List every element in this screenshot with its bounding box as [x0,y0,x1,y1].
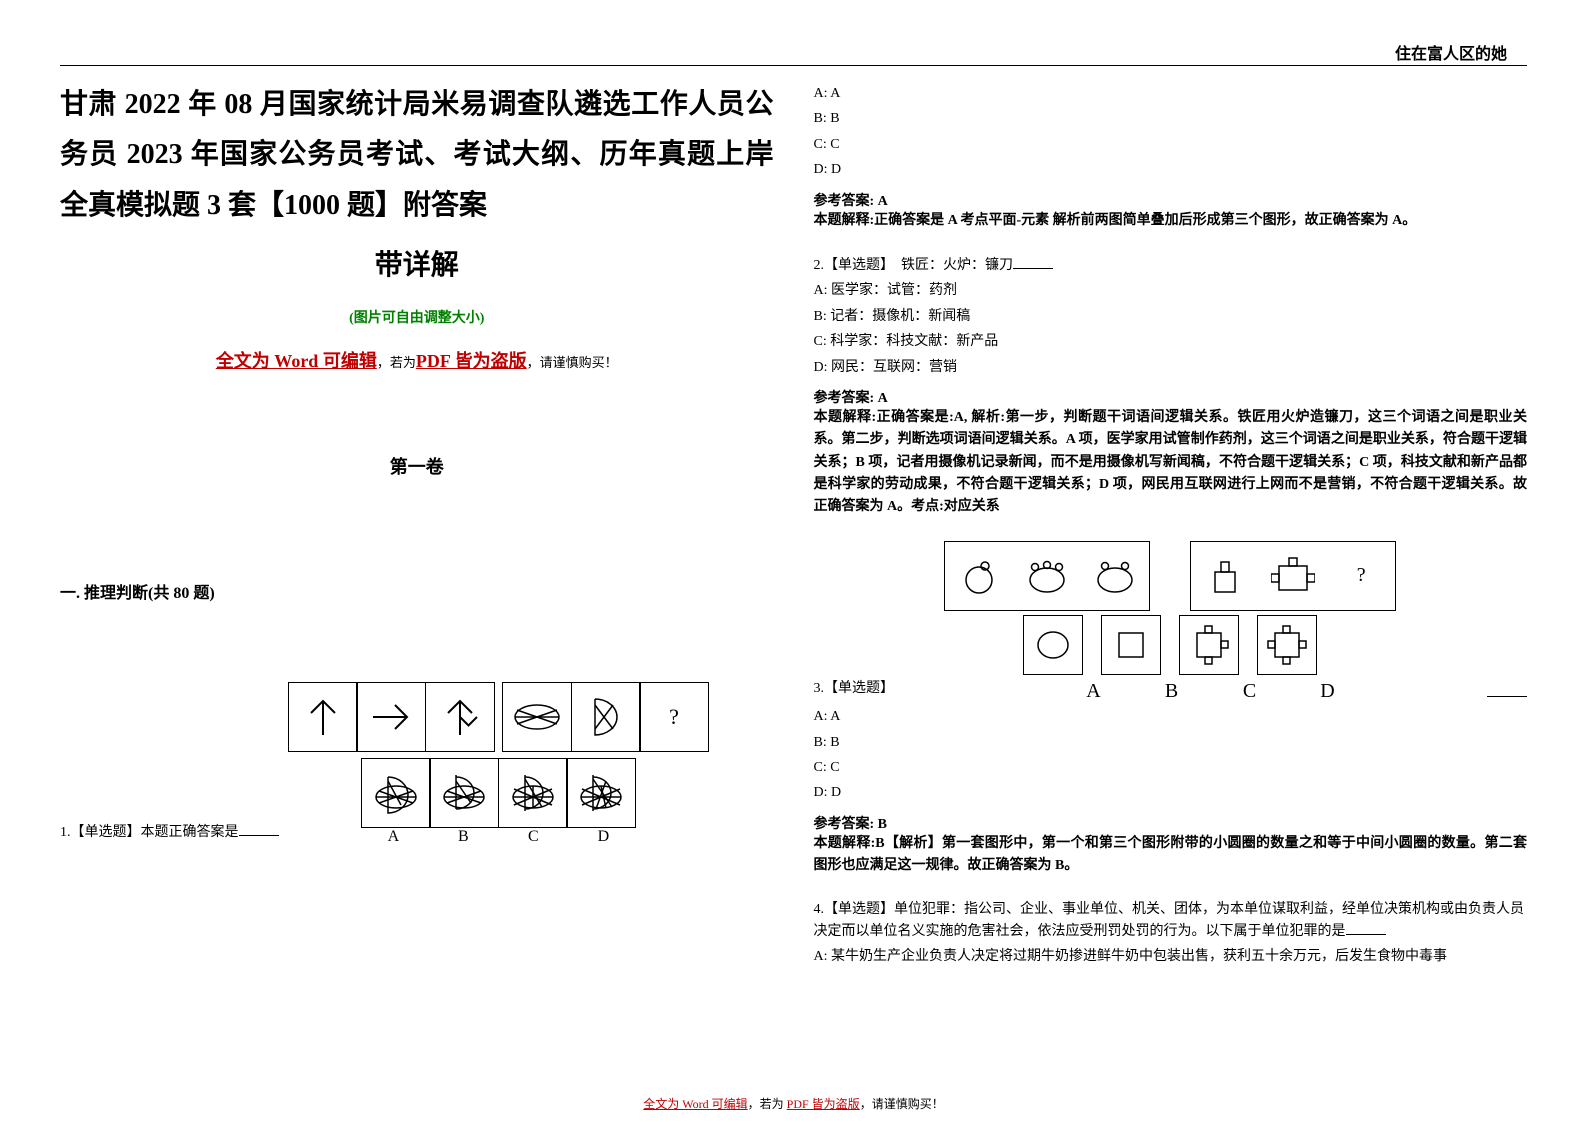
q3-optB: B: B [814,732,1528,754]
q3-optA: A: A [814,706,1528,728]
q1-r1c4 [502,682,572,752]
q1-optD: D: D [814,159,1528,181]
q2-optA: A: 医学家：试管：药剂 [814,280,1528,302]
right-column: A: A B: B C: C D: D 参考答案: A 本题解释:正确答案是 A… [814,80,1528,1040]
q1-optA: A: A [814,83,1528,105]
q1-r2c1 [361,758,431,828]
q2-optB: B: 记者：摄像机：新闻稿 [814,306,1528,328]
footer: 全文为 Word 可编辑，若为 PDF 皆为盗版，请谨慎购买！ [0,1095,1587,1112]
q4-stem-t: 4.【单选题】单位犯罪：指公司、企业、事业单位、机关、团体，为本单位谋取利益，经… [814,902,1525,939]
q3-optC: C: C [814,757,1528,779]
q1-lb: B [428,828,498,846]
warn-suffix: ，请谨慎购买！ [527,355,618,370]
q3-ld: D [1298,680,1358,703]
q2-optD: D: 网民：互联网：营销 [814,357,1528,379]
warning-line: 全文为 Word 可编辑，若为PDF 皆为盗版，请谨慎购买！ [60,347,774,373]
q3-answer: 参考答案: B [814,813,1528,833]
warn-mid: ，若为 [377,355,416,370]
q3-optD: D: D [814,782,1528,804]
q1-labels: A B C D [289,828,709,846]
q1-blank [239,822,279,836]
q3-stem-row: 3.【单选题】 A B C D [814,675,1528,703]
q1-stem-text: 1.【单选题】本题正确答案是 [60,825,239,840]
q1-r2c3 [498,758,568,828]
q2-optC: C: 科学家：科技文献：新产品 [814,331,1528,353]
two-column-layout: 甘肃 2022 年 08 月国家统计局米易调查队遴选工作人员公务员 2023 年… [60,80,1527,1040]
q3-g2: ? [1190,541,1396,611]
q3-g1c1 [951,548,1007,604]
q1-r2c2 [429,758,499,828]
q3-row1: ? [814,541,1528,611]
q2-stem-t: 2.【单选题】 铁匠：火炉：镰刀 [814,258,1014,273]
header-right: 住在富人区的她 [1395,40,1507,64]
subtitle-note: (图片可自由调整大小) [60,307,774,327]
doc-title-tail: 带详解 [60,241,774,291]
q2-answer: 参考答案: A [814,387,1528,407]
q3-blank [1487,683,1527,697]
q3-opt-row [814,615,1528,675]
q1-lc: C [498,828,568,846]
q1-r1c6: ? [639,682,709,752]
q1-r1c5 [571,682,641,752]
q1-answer: 参考答案: A [814,190,1528,210]
q2-explain: 本题解释:正确答案是:A, 解析:第一步，判断题干词语间逻辑关系。铁匠用火炉造镰… [814,407,1528,519]
q1-fig-row2 [289,759,709,828]
q3-optD-fig [1257,615,1317,675]
q3-g2c2 [1265,548,1321,604]
q1-stem: 1.【单选题】本题正确答案是 [60,821,279,846]
volume-heading: 第一卷 [60,453,774,479]
q4-blank [1346,921,1386,935]
q3-la: A [1064,680,1124,703]
warn-pdf: PDF 皆为盗版 [416,351,527,371]
q2-stem: 2.【单选题】 铁匠：火炉：镰刀 [814,255,1528,277]
q1-optB: B: B [814,108,1528,130]
q4-optA: A: 某牛奶生产企业负责人决定将过期牛奶掺进鲜牛奶中包装出售，获利五十余万元，后… [814,946,1528,968]
section-heading: 一. 推理判断(共 80 题) [60,579,774,603]
q3-optB-fig [1101,615,1161,675]
q1-fig-row1: ? [289,683,709,752]
warn-word: 全文为 Word 可编辑 [216,351,377,371]
q1-block: 1.【单选题】本题正确答案是 ? A [60,683,774,846]
q3-stem: 3.【单选题】 [814,678,895,700]
q3-lc: C [1220,680,1280,703]
q3-lb: B [1142,680,1202,703]
footer-word: 全文为 Word 可编辑 [643,1097,747,1111]
q3-explain: 本题解释:B【解析】第一套图形中，第一个和第三个图形附带的小圆圈的数量之和等于中… [814,833,1528,878]
q3-g1 [944,541,1150,611]
doc-title: 甘肃 2022 年 08 月国家统计局米易调查队遴选工作人员公务员 2023 年… [60,80,774,231]
left-column: 甘肃 2022 年 08 月国家统计局米易调查队遴选工作人员公务员 2023 年… [60,80,774,1040]
q1-figure: ? A B C D [289,683,709,846]
q3-g1c2 [1019,548,1075,604]
q1-r1c3 [425,682,495,752]
q4-stem: 4.【单选题】单位犯罪：指公司、企业、事业单位、机关、团体，为本单位谋取利益，经… [814,899,1528,944]
q3-figure: ? [814,541,1528,675]
q1-ld: D [568,828,638,846]
q3-g2c3: ? [1333,548,1389,604]
footer-mid: ，若为 [748,1097,787,1111]
q3-optC-fig [1179,615,1239,675]
footer-suffix: ，请谨慎购买！ [860,1097,944,1111]
q1-r1c2 [356,682,426,752]
q1-qmark: ? [669,704,679,730]
footer-pdf: PDF 皆为盗版 [787,1097,860,1111]
header-rule [60,65,1527,66]
q3-labels: A B C D [954,680,1467,703]
q1-r1c1 [288,682,358,752]
q3-qmark: ? [1357,564,1366,587]
q1-r2c4 [566,758,636,828]
q1-optC: C: C [814,134,1528,156]
q1-la: A [358,828,428,846]
q2-blank [1013,255,1053,269]
q1-explain: 本题解释:正确答案是 A 考点平面-元素 解析前两图简单叠加后形成第三个图形，故… [814,210,1528,232]
q3-g2c1 [1197,548,1253,604]
q3-g1c3 [1087,548,1143,604]
q3-optA-fig [1023,615,1083,675]
